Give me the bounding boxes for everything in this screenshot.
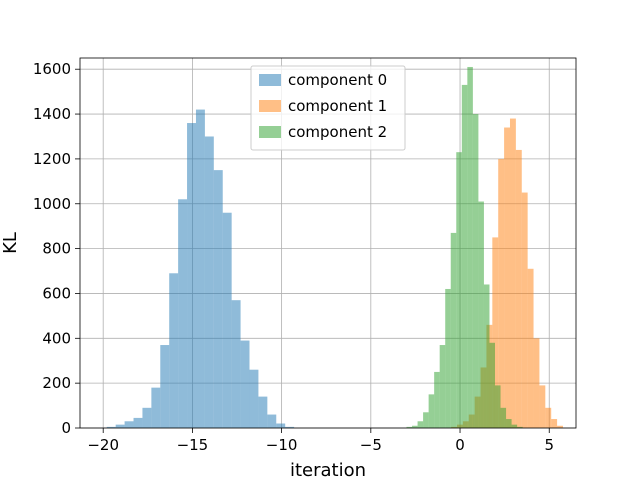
histogram-bar-component-1 xyxy=(533,338,540,428)
histogram-bar-component-1 xyxy=(498,158,505,428)
histogram-bar-component-2 xyxy=(428,394,435,428)
histogram-bar-component-1 xyxy=(545,407,552,428)
histogram-bar-component-0 xyxy=(258,396,268,428)
y-tick-label: 1600 xyxy=(33,60,71,78)
legend-box xyxy=(250,65,406,151)
histogram-bar-component-1 xyxy=(539,385,546,428)
x-tick-label: −15 xyxy=(177,436,209,454)
histogram-bar-component-0 xyxy=(187,123,196,428)
y-axis-label: KL xyxy=(0,232,21,254)
histogram-bar-component-2 xyxy=(478,201,484,428)
histogram-bar-component-2 xyxy=(489,342,495,428)
legend-swatch xyxy=(259,74,281,86)
histogram-bar-component-0 xyxy=(231,300,241,428)
y-tick-label: 1400 xyxy=(33,105,71,123)
histogram-bar-component-0 xyxy=(222,212,232,428)
histogram-bar-component-2 xyxy=(417,421,424,428)
histogram-bar-component-0 xyxy=(151,387,161,428)
legend-swatch xyxy=(259,126,281,138)
histogram-bar-component-0 xyxy=(178,199,188,428)
y-tick-label: 1000 xyxy=(33,195,71,213)
plot-frame xyxy=(79,57,577,429)
histogram-bar-component-0 xyxy=(213,170,223,428)
histogram-bar-component-2 xyxy=(456,152,462,428)
histogram-bar-component-2 xyxy=(500,407,507,428)
histogram-bar-component-0 xyxy=(115,424,125,428)
legend-swatch xyxy=(259,100,281,112)
y-tick-label: 200 xyxy=(42,374,71,392)
histogram-bar-component-1 xyxy=(492,237,499,428)
x-tick-label: −5 xyxy=(360,436,382,454)
histogram-bar-component-0 xyxy=(267,414,277,428)
histogram-bar-component-0 xyxy=(169,273,179,428)
legend-label: component 1 xyxy=(288,97,387,115)
y-tick-label: 400 xyxy=(42,329,71,347)
histogram-bar-component-1 xyxy=(527,268,534,428)
x-tick-label: −10 xyxy=(266,436,298,454)
histogram-bar-component-1 xyxy=(521,192,528,428)
histogram-bar-component-1 xyxy=(557,425,563,428)
histogram-bar-component-2 xyxy=(517,426,523,428)
y-tick-label: 800 xyxy=(42,240,71,258)
histogram-bars xyxy=(106,66,563,429)
y-axis-ticks: 0 200 400 600 800 1000 1200 1400 1600 xyxy=(33,60,80,437)
histogram-bar-component-2 xyxy=(450,232,457,428)
y-tick-label: 0 xyxy=(61,419,71,437)
x-axis-ticks: −20 −15 −10 −5 0 5 xyxy=(87,428,554,454)
histogram-bar-component-2 xyxy=(445,288,451,428)
histogram-bar-component-2 xyxy=(467,66,473,428)
histogram-bar-component-1 xyxy=(515,149,522,428)
histogram-bar-component-2 xyxy=(494,385,501,428)
histogram-bar-component-1 xyxy=(509,118,516,428)
histogram-bar-component-0 xyxy=(249,369,259,428)
y-tick-label: 1200 xyxy=(33,150,71,168)
x-axis-label: iteration xyxy=(290,460,366,480)
histogram-bar-component-2 xyxy=(511,424,518,428)
histogram-bar-component-2 xyxy=(423,412,429,428)
histogram-bar-component-0 xyxy=(195,109,205,429)
histogram-bar-component-0 xyxy=(285,426,295,428)
histogram-bar-component-2 xyxy=(506,419,512,428)
legend-label: component 0 xyxy=(288,71,387,89)
histogram-bar-component-2 xyxy=(439,345,446,428)
histogram-bar-component-0 xyxy=(240,340,250,428)
y-tick-label: 600 xyxy=(42,284,71,302)
histogram-bar-component-2 xyxy=(434,371,440,428)
histogram-bar-component-0 xyxy=(160,345,170,428)
histogram-bar-component-0 xyxy=(106,426,116,428)
histogram-bar-component-0 xyxy=(142,407,152,428)
x-tick-label: 0 xyxy=(455,436,465,454)
x-tick-label: 5 xyxy=(544,436,554,454)
legend: component 0 component 1 component 2 xyxy=(250,65,406,151)
histogram-bar-component-2 xyxy=(472,114,479,428)
histogram-bar-component-2 xyxy=(461,84,468,428)
histogram-bar-component-1 xyxy=(504,127,510,429)
histogram-bar-component-0 xyxy=(124,421,134,428)
histogram-bar-component-1 xyxy=(551,419,558,428)
histogram-bar-component-0 xyxy=(133,417,143,428)
histogram-bar-component-0 xyxy=(204,136,214,428)
histogram-bar-component-2 xyxy=(483,284,490,428)
histogram-bar-component-2 xyxy=(406,426,413,428)
x-tick-label: −20 xyxy=(87,436,119,454)
legend-label: component 2 xyxy=(288,123,387,141)
histogram-bar-component-2 xyxy=(412,425,418,428)
histogram-bar-component-0 xyxy=(276,423,286,428)
